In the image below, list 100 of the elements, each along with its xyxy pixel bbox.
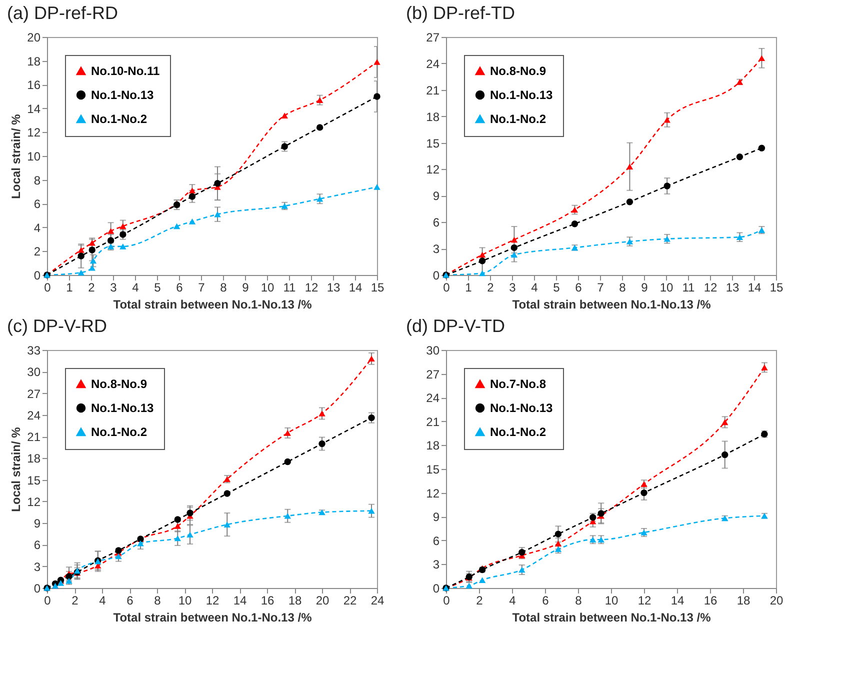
point: [78, 270, 84, 276]
x-tick-label: 2: [72, 594, 79, 608]
point: [174, 516, 181, 523]
x-tick-label: 12: [304, 280, 318, 294]
y-tick-label: 12: [426, 162, 440, 177]
point: [281, 112, 288, 118]
point: [120, 244, 126, 250]
point: [318, 440, 326, 448]
x-tick-label: 20: [316, 594, 330, 608]
x-tick-label: 6: [542, 594, 550, 608]
y-tick-label: 30: [27, 365, 41, 380]
x-tick-label: 11: [682, 280, 696, 294]
point: [316, 97, 324, 103]
x-tick-label: 12: [638, 594, 652, 608]
y-tick-label: 3: [34, 560, 41, 574]
point: [188, 193, 196, 200]
point: [368, 508, 375, 514]
point: [758, 144, 766, 152]
point: [173, 223, 180, 230]
point: [374, 59, 380, 65]
x-tick-label: 16: [260, 594, 274, 608]
y-tick-label: 21: [27, 430, 41, 444]
point: [721, 419, 728, 426]
point: [90, 258, 97, 264]
point: [664, 182, 670, 190]
point: [478, 577, 486, 583]
y-tick-label: 6: [432, 216, 440, 230]
y-tick-label: 9: [432, 189, 440, 204]
y-tick-label: 3: [432, 558, 440, 572]
point: [466, 582, 472, 589]
x-tick-label: 2: [88, 280, 96, 294]
x-tick-label: 3: [509, 280, 516, 294]
legend-label: No.1-No.2: [91, 425, 148, 439]
y-tick-label: 15: [27, 473, 41, 488]
point: [78, 252, 84, 260]
y-tick-label: 15: [426, 462, 440, 476]
x-tick-label: 18: [288, 594, 302, 608]
point: [640, 489, 648, 496]
legend-label: No.1-No.13: [490, 401, 554, 415]
y-tick-label: 0: [34, 582, 41, 596]
chart-title: (c) DP-V-RD: [7, 316, 107, 336]
point: [318, 410, 326, 416]
y-tick-label: 8: [34, 173, 41, 188]
point: [554, 530, 562, 538]
x-tick-label: 1: [465, 280, 472, 294]
point: [137, 540, 144, 546]
x-tick-label: 10: [660, 280, 674, 294]
point: [57, 580, 64, 586]
point: [78, 247, 84, 253]
point: [174, 523, 181, 529]
point: [664, 236, 670, 242]
point: [115, 547, 122, 554]
point: [224, 490, 230, 497]
x-tick-label: 12: [704, 280, 718, 294]
legend-label: No.1-No.13: [91, 88, 154, 102]
y-tick-label: 12: [27, 494, 41, 509]
x-tick-label: 14: [670, 594, 684, 608]
y-tick-label: 6: [34, 538, 41, 552]
x-tick-label: 4: [531, 280, 538, 294]
point: [107, 228, 114, 234]
point: [598, 510, 604, 517]
x-tick-label: 2: [487, 280, 494, 294]
point: [214, 211, 221, 218]
x-tick-label: 0: [44, 594, 52, 608]
y-axis-title: Local strain/ %: [9, 114, 24, 199]
y-tick-label: 0: [34, 268, 41, 282]
legend-label: No.7-No.8: [490, 377, 546, 391]
y-tick-label: 10: [27, 150, 41, 164]
x-tick-label: 15: [370, 280, 384, 294]
point: [186, 510, 194, 516]
point: [761, 364, 768, 370]
point: [758, 55, 766, 62]
point: [510, 236, 518, 243]
y-tick-label: 33: [27, 344, 41, 358]
legend-label: No.8-No.9: [91, 377, 148, 391]
point: [120, 223, 126, 230]
y-tick-label: 18: [27, 54, 41, 68]
point: [224, 522, 230, 528]
y-tick-label: 9: [432, 510, 440, 524]
point: [174, 535, 181, 542]
point: [518, 548, 526, 556]
point: [107, 237, 114, 244]
legend-label: No.1-No.13: [490, 88, 554, 102]
point: [626, 164, 634, 170]
point: [368, 414, 375, 422]
x-tick-label: 24: [370, 594, 384, 608]
legend-label: No.1-No.2: [490, 112, 546, 126]
y-tick-label: 21: [426, 414, 440, 429]
y-tick-label: 24: [426, 391, 440, 406]
point: [284, 458, 291, 466]
x-tick-label: 22: [343, 594, 357, 608]
point: [518, 566, 526, 573]
x-tick-label: 6: [575, 280, 582, 294]
x-tick-label: 13: [726, 280, 740, 294]
point: [510, 244, 518, 252]
y-tick-label: 30: [426, 344, 440, 358]
x-tick-label: 7: [198, 280, 206, 294]
x-tick-label: 10: [260, 280, 274, 294]
legend-label: No.10-No.11: [91, 64, 160, 78]
point: [626, 198, 634, 206]
